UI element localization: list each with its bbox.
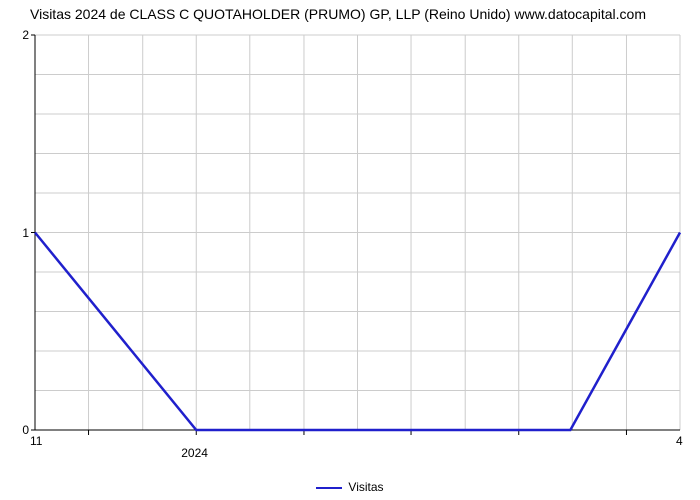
- legend-color-swatch: [316, 487, 342, 489]
- chart-area: [30, 30, 685, 442]
- legend-label: Visitas: [348, 480, 383, 494]
- y-tick-2: 2: [9, 28, 29, 42]
- x-tick-right: 4: [676, 434, 683, 448]
- y-tick-0: 0: [9, 423, 29, 437]
- x-tick-2024: 2024: [181, 446, 208, 460]
- legend: Visitas: [0, 480, 700, 494]
- y-tick-1: 1: [9, 226, 29, 240]
- line-chart-svg: [30, 30, 685, 442]
- chart-title: Visitas 2024 de CLASS C QUOTAHOLDER (PRU…: [30, 6, 646, 22]
- x-tick-left: 11: [30, 434, 42, 448]
